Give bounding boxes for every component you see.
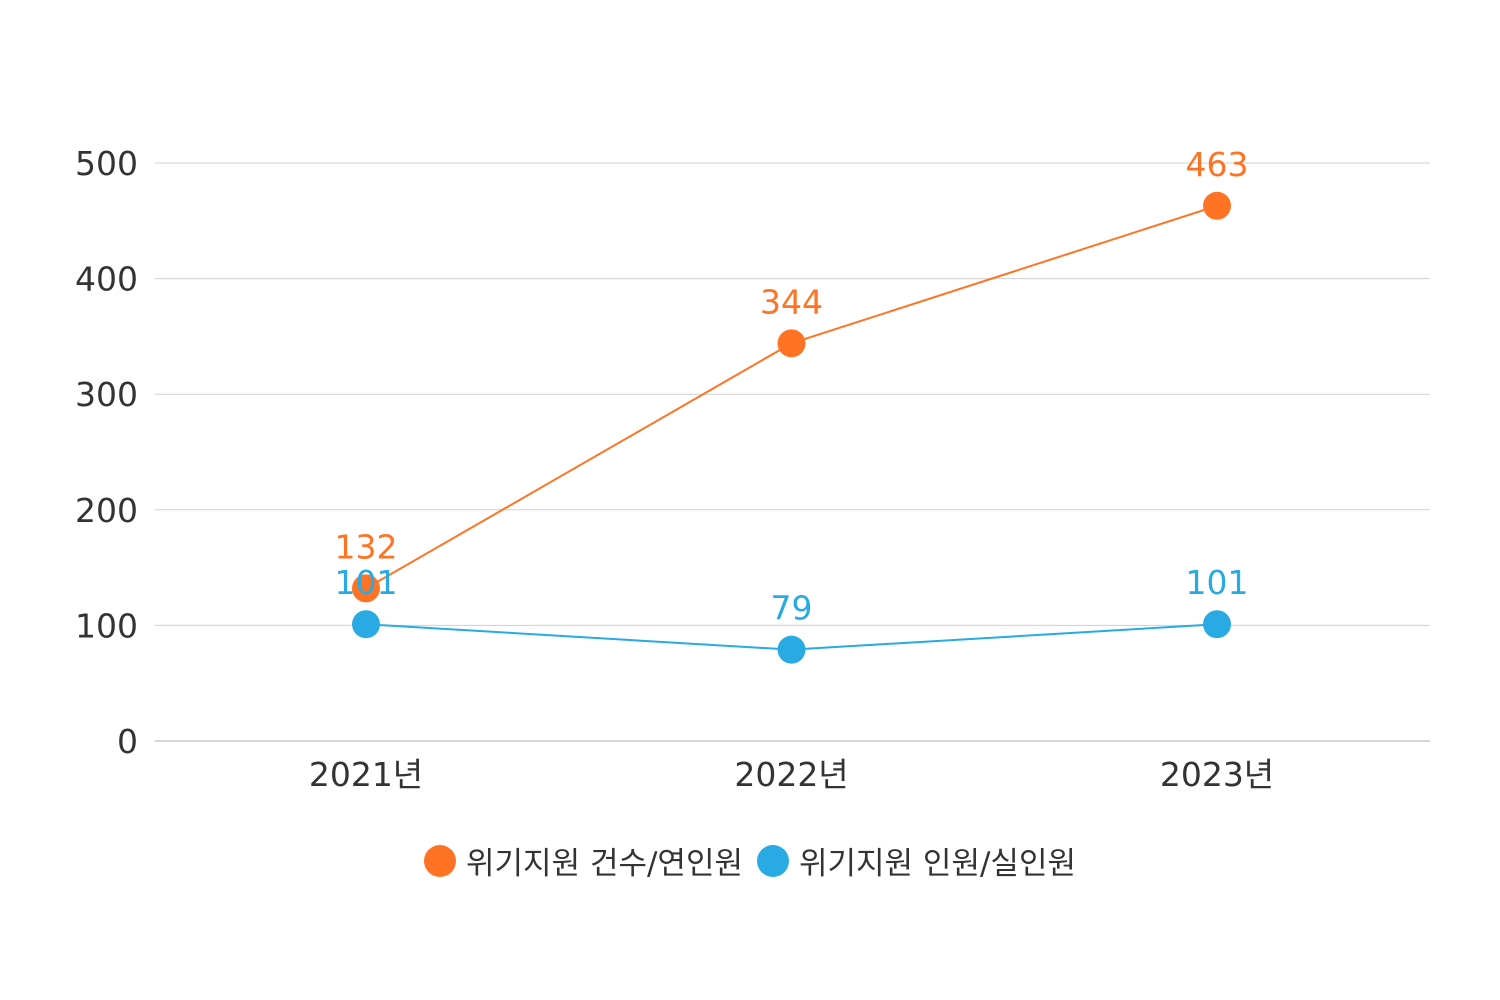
y-tick-label: 100 bbox=[75, 606, 138, 645]
y-tick-label: 400 bbox=[75, 260, 138, 299]
x-tick-label: 2021년 bbox=[309, 755, 423, 794]
legend-label-series-1: 위기지원 건수/연인원 bbox=[466, 846, 743, 882]
x-tick-label: 2022년 bbox=[734, 755, 848, 794]
legend-label-series-2: 위기지원 인원/실인원 bbox=[799, 846, 1076, 882]
data-label: 101 bbox=[1186, 563, 1249, 602]
data-label: 101 bbox=[335, 563, 398, 602]
series-1: 132 344 463 bbox=[335, 145, 1249, 603]
data-point[interactable] bbox=[352, 610, 380, 639]
x-tick-label: 2023년 bbox=[1160, 755, 1274, 794]
data-point[interactable] bbox=[777, 329, 806, 358]
data-point[interactable] bbox=[352, 574, 380, 603]
legend-marker-orange-icon bbox=[424, 844, 457, 877]
legend: 위기지원 건수/연인원 위기지원 인원/실인원 bbox=[0, 838, 1500, 883]
x-axis-ticks: 2021년 2022년 2023년 bbox=[309, 755, 1274, 794]
y-tick-label: 500 bbox=[75, 144, 138, 183]
data-label: 79 bbox=[771, 589, 813, 628]
series-2: 101 79 101 bbox=[335, 563, 1249, 664]
data-label: 344 bbox=[760, 282, 823, 321]
data-label: 132 bbox=[335, 527, 398, 566]
y-tick-label: 200 bbox=[75, 491, 138, 530]
series-line-1 bbox=[365, 204, 1218, 590]
legend-item-series-1[interactable]: 위기지원 건수/연인원 bbox=[424, 838, 743, 883]
data-point[interactable] bbox=[1203, 191, 1231, 220]
legend-marker-blue-icon bbox=[757, 844, 789, 877]
data-point[interactable] bbox=[1203, 610, 1231, 639]
y-tick-label: 0 bbox=[117, 722, 138, 761]
series-group: 132 344 463 101 79 101 bbox=[335, 145, 1249, 664]
legend-item-series-2[interactable]: 위기지원 인원/실인원 bbox=[757, 838, 1076, 883]
line-chart: 0 100 200 300 400 500 2021년 2022년 2023년 132 344 4… bbox=[75, 144, 1430, 794]
y-axis-ticks: 0 100 200 300 400 500 bbox=[75, 144, 138, 761]
data-label: 463 bbox=[1186, 145, 1249, 184]
data-point[interactable] bbox=[777, 635, 806, 664]
y-tick-label: 300 bbox=[75, 375, 138, 414]
